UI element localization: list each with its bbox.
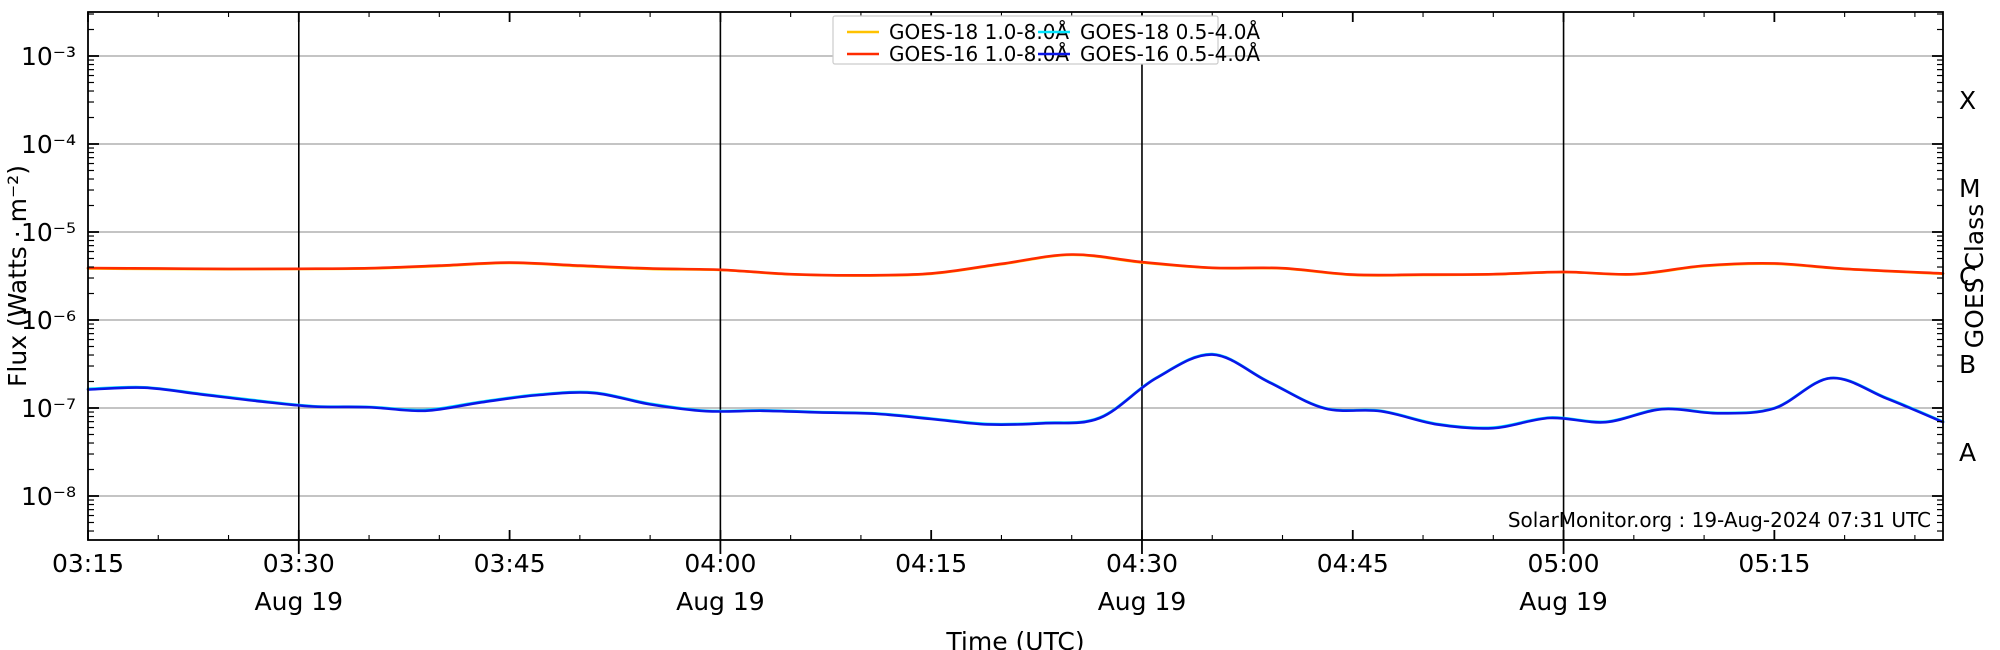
goes-class-label-A: A bbox=[1959, 438, 1976, 467]
plot-background bbox=[88, 12, 1943, 540]
y-tick-label: 10⁻⁶ bbox=[21, 306, 76, 335]
series-line-goes16-short bbox=[86, 353, 1945, 430]
watermark-credit: SolarMonitor.org : 19-Aug-2024 07:31 UTC bbox=[1508, 508, 1931, 532]
x-date-label: Aug 19 bbox=[255, 587, 344, 616]
goes-class-label-C: C bbox=[1959, 262, 1976, 291]
plot-frame bbox=[87, 11, 1944, 541]
y2-axis-title: GOES Class bbox=[1960, 204, 1989, 348]
x-date-label: Aug 19 bbox=[676, 587, 765, 616]
x-tick-label: 04:15 bbox=[895, 549, 967, 578]
x-tick-label: 03:45 bbox=[474, 549, 546, 578]
y-tick-label: 10⁻⁸ bbox=[21, 482, 76, 511]
legend-label: GOES-18 0.5-4.0Å bbox=[1080, 20, 1260, 44]
x-axis-title: Time (UTC) bbox=[945, 627, 1084, 650]
x-tick-label: 04:45 bbox=[1317, 549, 1389, 578]
y-tick-label: 10⁻⁷ bbox=[21, 394, 76, 423]
y-axis-title: Flux (Watts · m⁻²) bbox=[3, 165, 32, 387]
x-date-label: Aug 19 bbox=[1098, 587, 1187, 616]
x-tick-label: 03:15 bbox=[52, 549, 124, 578]
goes-class-label-M: M bbox=[1959, 174, 1981, 203]
goes-class-label-B: B bbox=[1959, 350, 1976, 379]
x-tick-label: 05:15 bbox=[1738, 549, 1810, 578]
legend-label: GOES-16 0.5-4.0Å bbox=[1080, 42, 1260, 66]
series-line-goes16-long bbox=[86, 253, 1945, 277]
y-tick-label: 10⁻⁴ bbox=[21, 130, 76, 159]
y-tick-label: 10⁻³ bbox=[21, 42, 76, 71]
goes-class-label-X: X bbox=[1959, 86, 1976, 115]
legend-box bbox=[832, 15, 1219, 65]
y-tick-label: 10⁻⁵ bbox=[21, 218, 76, 247]
x-date-label: Aug 19 bbox=[1519, 587, 1608, 616]
